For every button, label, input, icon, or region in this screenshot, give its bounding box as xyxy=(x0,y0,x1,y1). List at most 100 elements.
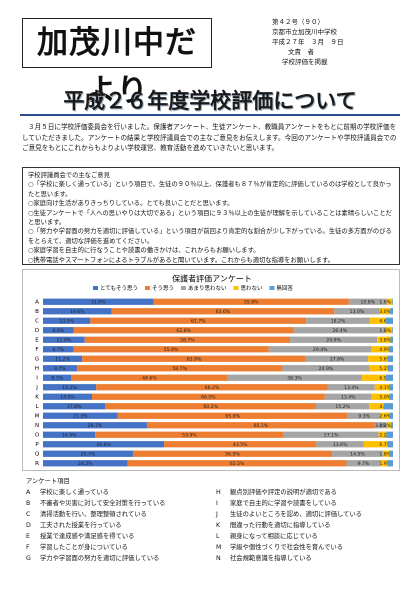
item-key: D xyxy=(26,522,31,529)
item-text: 学校に楽しく通っている xyxy=(40,489,109,496)
bar-segment xyxy=(386,431,393,438)
data-label: 9.3% xyxy=(358,414,370,420)
bar-segment xyxy=(382,450,390,457)
data-label: 6.9% xyxy=(379,376,391,382)
data-label: 5.2% xyxy=(379,366,391,372)
data-label: 6.7% xyxy=(379,442,391,448)
legend-label: あまり思わない xyxy=(188,285,227,292)
data-label: 29.7% xyxy=(88,423,103,429)
item-text: 清掃活動を行い、整理整頓されている xyxy=(40,511,147,518)
data-label: 53.9% xyxy=(182,433,197,439)
y-tick-label: B xyxy=(35,309,39,315)
data-label: 8.8% xyxy=(53,328,65,334)
data-label: 2.2% xyxy=(379,433,391,439)
bar-segment xyxy=(385,374,393,381)
data-label: 56.9% xyxy=(225,452,240,458)
bar-segment xyxy=(369,317,386,324)
data-label: 13.4% xyxy=(344,385,359,391)
item-row: D 工夫された授業を行っている xyxy=(26,520,216,531)
item-key: J xyxy=(216,511,218,518)
item-key: A xyxy=(26,489,31,496)
bar-segment xyxy=(386,327,393,334)
bar-segment xyxy=(153,298,349,305)
bar-segment xyxy=(43,431,96,438)
bar-segment xyxy=(380,412,390,419)
bar-segment xyxy=(389,412,393,419)
legend-label: 無回答 xyxy=(277,284,294,292)
item-text: 学習したことが身についている xyxy=(40,544,128,551)
bar-segment xyxy=(117,412,348,419)
opinion: ○「努力や学習面の努力を適切に評価している」という項目が前回より肯定的な割合が少… xyxy=(28,228,392,245)
data-label: 44.6% xyxy=(142,376,157,382)
item-text: 親身になって相談に応じている xyxy=(230,533,318,540)
bar-segment xyxy=(386,422,391,429)
date: 平成２７年 ３月 ９日 xyxy=(272,38,344,46)
legend-label: とてもそう思う xyxy=(100,285,138,292)
y-tick-label: N xyxy=(35,423,39,429)
legend-swatch xyxy=(93,286,98,290)
bar-segment xyxy=(146,422,375,429)
data-label: 66.2% xyxy=(205,385,220,391)
data-label: 65.1% xyxy=(254,423,269,429)
data-label: 63.6% xyxy=(216,309,231,315)
data-label: 4.9% xyxy=(379,347,391,353)
bar-segment xyxy=(390,422,393,429)
bar-segment xyxy=(389,384,393,391)
bar-segment xyxy=(71,374,228,381)
items-column: A 学校に楽しく通っている B 不審者や災害に対して安全対策を行っている C 清掃活動を行… xyxy=(26,487,216,564)
bar-segment xyxy=(268,346,372,353)
item-key: B xyxy=(26,500,31,507)
y-tick-label: D xyxy=(35,328,39,334)
bar-segment xyxy=(374,422,387,429)
y-tick-label: Q xyxy=(35,451,40,457)
item-key: N xyxy=(216,555,221,562)
bar-segment xyxy=(43,317,91,324)
item-key: E xyxy=(26,533,30,540)
bar-segment xyxy=(43,298,154,305)
bar-segment xyxy=(43,403,106,410)
y-tick-label: C xyxy=(35,318,39,324)
data-label: 58.7% xyxy=(172,366,187,372)
data-label: 61.7% xyxy=(191,319,206,325)
author: 文責 者 xyxy=(288,48,314,56)
data-label: 24.9% xyxy=(319,366,334,372)
data-label: 65.8% xyxy=(225,414,240,420)
item-text: 生徒のよいところを認め、適切に評価している xyxy=(230,511,363,518)
data-label: 19.6% xyxy=(70,309,85,315)
data-label: 43.5% xyxy=(233,442,248,448)
bar-segment xyxy=(371,393,390,400)
data-label: 58.7% xyxy=(180,338,195,344)
bar-segment xyxy=(164,441,317,448)
data-label: 66.5% xyxy=(201,395,216,401)
item-row: B 不審者や災害に対して安全対策を行っている xyxy=(26,498,216,509)
bar-segment xyxy=(374,384,390,391)
data-label: 2.6% xyxy=(379,414,391,420)
opinions-title: 学校評議員会での主なご意見 xyxy=(28,172,110,179)
data-label: 17.8% xyxy=(67,404,82,410)
bar-segment xyxy=(346,460,381,467)
y-tick-label: K xyxy=(35,394,39,400)
data-label: 26.4% xyxy=(333,328,348,334)
data-label: 9.7% xyxy=(358,461,370,467)
data-label: 13.5% xyxy=(59,319,74,325)
bar-segment xyxy=(95,431,284,438)
bar-segment xyxy=(380,460,388,467)
bar-segment xyxy=(43,384,97,391)
y-tick-label: J xyxy=(35,385,38,391)
bar-segment xyxy=(369,403,384,410)
y-tick-label: L xyxy=(35,404,39,410)
data-label: 13.0% xyxy=(350,309,365,315)
data-label: 62.5% xyxy=(230,461,245,467)
bar-segment xyxy=(282,365,370,372)
bar-segment xyxy=(132,450,333,457)
intro: ３月５日に学校評価委員会を行いました。保護者アンケート、生徒アンケート、教職員ア… xyxy=(22,123,397,152)
bar-segment xyxy=(84,336,291,343)
data-label: 25.7% xyxy=(81,452,96,458)
item-key: L xyxy=(216,533,220,540)
bar-segment xyxy=(92,393,325,400)
data-label: 14.9% xyxy=(62,433,77,439)
bar-segment xyxy=(283,431,379,438)
legend-label: そう思う xyxy=(152,285,174,292)
bar-segment xyxy=(76,365,283,372)
bar-segment xyxy=(96,384,328,391)
